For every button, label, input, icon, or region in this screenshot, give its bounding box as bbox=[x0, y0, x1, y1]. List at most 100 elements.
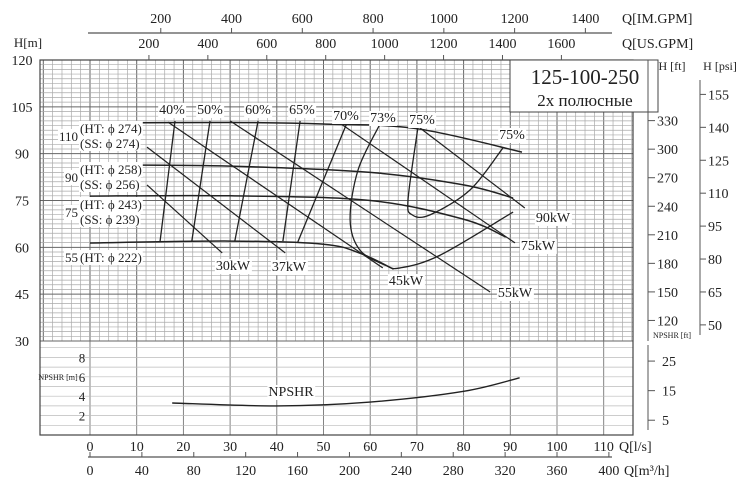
x-tick-label: 40 bbox=[270, 440, 284, 455]
power-label: 75kW bbox=[521, 239, 556, 254]
impeller-diameter-label: 110 bbox=[59, 129, 78, 144]
impeller-diameter-label-bg bbox=[57, 129, 79, 144]
power-label: 45kW bbox=[389, 274, 424, 289]
psi-tick-label: 125 bbox=[708, 154, 729, 169]
impeller-ht-label-bg bbox=[79, 197, 143, 212]
x-tick-label: 60 bbox=[363, 440, 377, 455]
power-label: 30kW bbox=[216, 259, 251, 274]
ft-tick-label: 150 bbox=[657, 286, 678, 301]
m3h-axis-label: Q[m³/h] bbox=[624, 464, 669, 479]
impeller-diameter-label-bg bbox=[64, 170, 79, 185]
power-line-75kW bbox=[339, 122, 516, 244]
impeller-ss-label: (SS: ϕ 274) bbox=[80, 136, 140, 151]
m3h-tick-label: 400 bbox=[598, 464, 619, 479]
impeller-ht-label-bg bbox=[79, 162, 143, 177]
m3h-tick-label: 240 bbox=[391, 464, 412, 479]
impeller-diameter-label: 75 bbox=[65, 205, 78, 220]
ft-tick-label: 270 bbox=[657, 172, 678, 187]
impeller-ss-label: (SS: ϕ 239) bbox=[80, 212, 140, 227]
y-axis-label: H[m] bbox=[14, 35, 42, 50]
efficiency-label-bg bbox=[196, 103, 225, 118]
efficiency-label-bg bbox=[332, 109, 361, 124]
x-tick-label: 20 bbox=[176, 440, 190, 455]
impeller-diameter-label: 55 bbox=[65, 250, 78, 265]
efficiency-curve-65pct bbox=[282, 120, 301, 242]
npsh-ft-tick-label: 25 bbox=[662, 355, 676, 370]
ft-tick-label: 210 bbox=[657, 229, 678, 244]
psi-tick-label: 155 bbox=[708, 88, 729, 103]
impeller-ht-label: (HT: ϕ 274) bbox=[80, 121, 142, 136]
us-gpm-tick-label: 600 bbox=[256, 37, 277, 52]
head-curve-75 bbox=[89, 194, 506, 238]
us-gpm-axis-label: Q[US.GPM] bbox=[622, 37, 693, 52]
psi-tick-label: 110 bbox=[708, 187, 728, 202]
head-curve-110 bbox=[89, 121, 523, 153]
ft-tick-label: 240 bbox=[657, 200, 678, 215]
psi-tick-label: 95 bbox=[708, 220, 722, 235]
power-label: 37kW bbox=[272, 260, 307, 275]
im-gpm-tick-label: 1000 bbox=[430, 12, 458, 27]
efficiency-curve-60pct bbox=[234, 120, 259, 242]
m3h-tick-label: 360 bbox=[547, 464, 568, 479]
m3h-tick-label: 0 bbox=[87, 464, 94, 479]
power-line-30kW bbox=[146, 184, 223, 254]
us-gpm-tick-label: 1400 bbox=[488, 37, 516, 52]
efficiency-label: 75% bbox=[409, 113, 435, 128]
psi-tick-label: 80 bbox=[708, 253, 722, 268]
x-tick-label: 70 bbox=[410, 440, 424, 455]
x-tick-label: 0 bbox=[87, 440, 94, 455]
m3h-tick-label: 160 bbox=[287, 464, 308, 479]
npsh-tick-label: 2 bbox=[79, 409, 86, 424]
y-tick-label: 45 bbox=[15, 288, 29, 303]
efficiency-label: 60% bbox=[245, 103, 271, 118]
impeller-ss-label-bg bbox=[79, 177, 141, 192]
y-tick-label: 120 bbox=[12, 54, 33, 69]
efficiency-label: 73% bbox=[370, 111, 396, 126]
ft-axis-label: H [ft] bbox=[659, 59, 686, 73]
power-label-bg bbox=[496, 286, 534, 301]
chart-title: 125-100-250 bbox=[531, 65, 640, 89]
npshr-label-bg bbox=[267, 385, 316, 400]
impeller-diameter-label-bg bbox=[64, 250, 79, 265]
power-line-45kW bbox=[167, 121, 384, 269]
ft-tick-label: 180 bbox=[657, 257, 678, 272]
efficiency-label: 65% bbox=[289, 103, 315, 118]
efficiency-curve-75pct bbox=[407, 127, 504, 218]
efficiency-label-bg bbox=[158, 103, 187, 118]
x-tick-label: 50 bbox=[317, 440, 331, 455]
im-gpm-tick-label: 800 bbox=[363, 12, 384, 27]
us-gpm-tick-label: 1000 bbox=[371, 37, 399, 52]
title-box bbox=[509, 59, 659, 113]
x-tick-label: 80 bbox=[457, 440, 471, 455]
npsh-ft-tick-label: 5 bbox=[662, 414, 669, 429]
power-label: 90kW bbox=[536, 211, 571, 226]
impeller-ss-label: (SS: ϕ 256) bbox=[80, 177, 140, 192]
power-line-90kW bbox=[419, 127, 526, 209]
efficiency-label: 40% bbox=[159, 103, 185, 118]
npsh-tick-label: 6 bbox=[79, 370, 86, 385]
power-line-37kW bbox=[146, 146, 286, 254]
power-line-55kW bbox=[229, 120, 491, 293]
psi-tick-label: 50 bbox=[708, 319, 722, 334]
m3h-tick-label: 200 bbox=[339, 464, 360, 479]
us-gpm-tick-label: 1600 bbox=[547, 37, 575, 52]
npsh-tick-label: 8 bbox=[79, 350, 86, 365]
us-gpm-tick-label: 1200 bbox=[430, 37, 458, 52]
power-label-bg bbox=[519, 239, 557, 254]
efficiency-label-bg bbox=[244, 103, 273, 118]
chart-marks bbox=[89, 120, 526, 407]
im-gpm-axis-label: Q[IM.GPM] bbox=[622, 12, 692, 27]
x-axis-label: Q[l/s] bbox=[619, 440, 652, 455]
npsh-axis-label: NPSHR [m] bbox=[38, 373, 78, 382]
im-gpm-tick-label: 200 bbox=[150, 12, 171, 27]
m3h-tick-label: 280 bbox=[443, 464, 464, 479]
impeller-ht-label-bg bbox=[79, 121, 143, 136]
impeller-ht-label: (HT: ϕ 243) bbox=[80, 197, 142, 212]
ft-tick-label: 330 bbox=[657, 115, 678, 130]
power-label-bg bbox=[387, 274, 425, 289]
x-tick-label: 30 bbox=[223, 440, 237, 455]
efficiency-label-bg bbox=[498, 128, 527, 143]
efficiency-curve-73pct bbox=[349, 124, 514, 270]
